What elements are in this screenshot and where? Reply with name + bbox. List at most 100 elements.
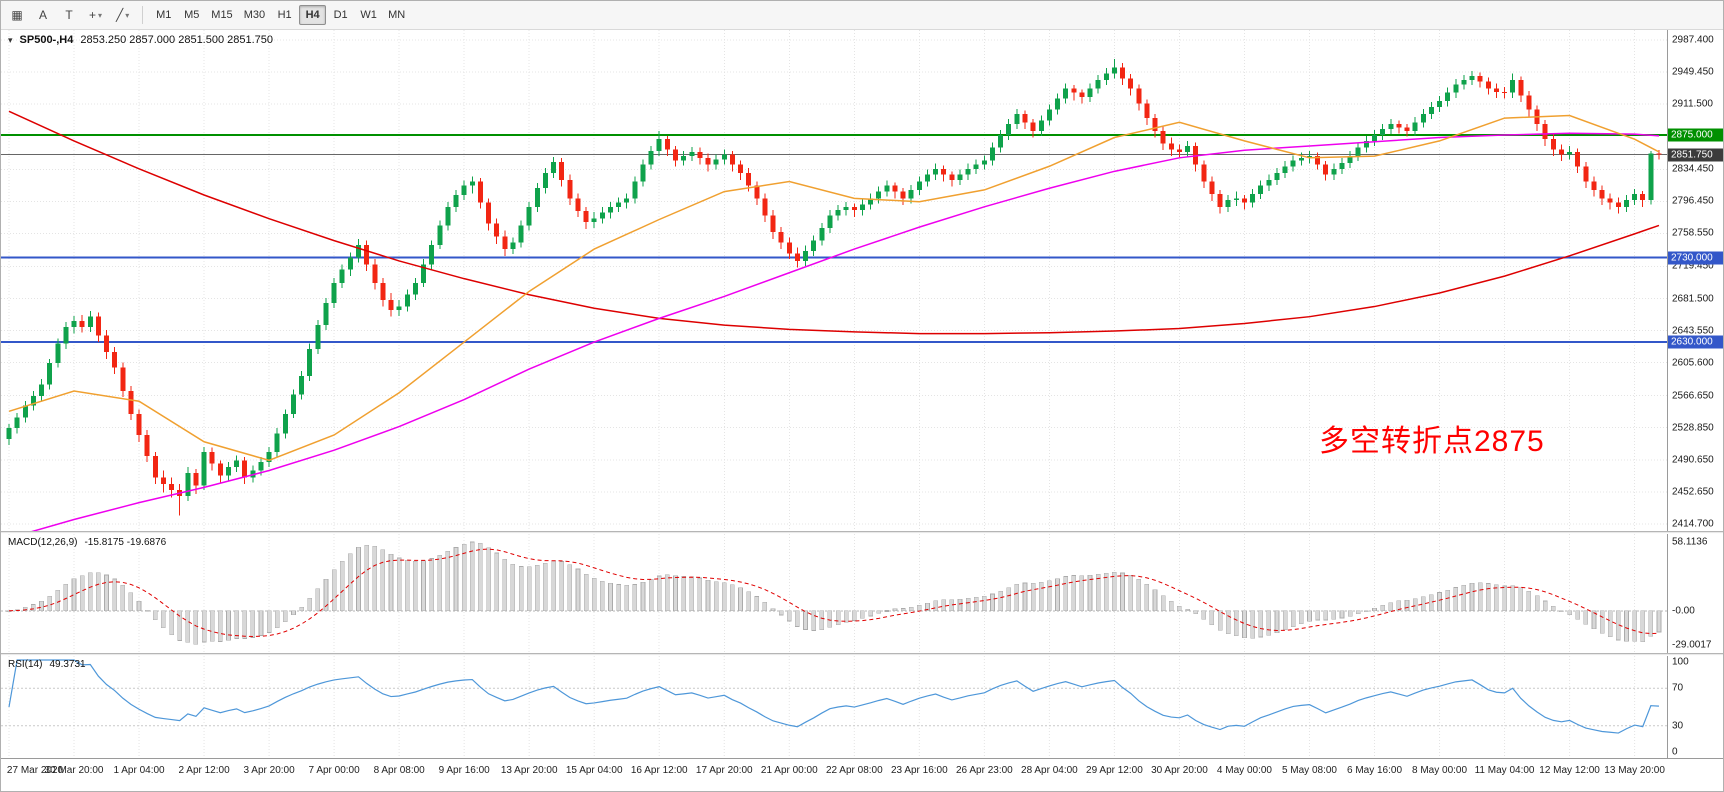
text-tool-button[interactable]: T	[57, 4, 81, 26]
panel-separator[interactable]	[1, 531, 1723, 534]
time-axis-label: 13 Apr 20:00	[500, 765, 558, 776]
time-axis-label: 5 May 08:00	[1281, 765, 1337, 776]
time-axis-label: 30 Apr 20:00	[1151, 765, 1208, 776]
time-axis-label: 9 Apr 16:00	[438, 765, 490, 776]
timeframe-button-d1[interactable]: D1	[327, 5, 354, 25]
timeframe-button-m30[interactable]: M30	[239, 5, 270, 25]
time-axis-label: 29 Apr 12:00	[1086, 765, 1143, 776]
price-axis-label: 2566.650	[1672, 390, 1714, 402]
symbol-dropdown-icon[interactable]: ▾	[8, 35, 13, 45]
price-axis-label: 2490.650	[1672, 454, 1714, 466]
main-chart-canvas[interactable]	[1, 30, 1667, 531]
toolbar-separator	[142, 6, 144, 24]
price-axis-label: 2758.550	[1672, 227, 1714, 239]
macd-axis-label: -29.0017	[1672, 639, 1712, 651]
timeframe-button-h1[interactable]: H1	[271, 5, 298, 25]
trend-annotation-text[interactable]: 多空转折点2875	[1319, 425, 1545, 458]
time-axis[interactable]: 27 Mar 2020 30 Mar 20:00 1 Apr 04:00 2 Apr …	[1, 758, 1723, 784]
rsi-canvas[interactable]	[1, 656, 1667, 758]
macd-axis-label: 58.1136	[1672, 536, 1708, 548]
timeframe-button-w1[interactable]: W1	[355, 5, 382, 25]
time-axis-label: 27 Mar 2020	[6, 765, 64, 776]
dropdown-caret-icon: ▾	[125, 10, 130, 20]
price-axis-label: 2949.450	[1672, 66, 1714, 78]
price-axis-label: 2414.700	[1672, 518, 1714, 530]
time-axis-label: 2 Apr 12:00	[178, 765, 230, 776]
price-axis-label: 2911.500	[1672, 98, 1713, 110]
timeframe-button-m15[interactable]: M15	[206, 5, 237, 25]
chart-window-button[interactable]: ▦	[5, 4, 29, 26]
macd-values: -15.8175 -19.6876	[84, 537, 167, 548]
symbol-label: SP500-,H4	[19, 34, 74, 46]
rsi-axis-label: 30	[1672, 720, 1684, 732]
time-axis-label: 4 May 00:00	[1216, 765, 1272, 776]
rsi-panel: 100 70 30 0 RSI(14) 49.3731	[1, 656, 1723, 758]
price-axis-label: 2719.450	[1672, 260, 1714, 272]
timeframe-button-m5[interactable]: M5	[178, 5, 205, 25]
time-axis-label: 21 Apr 00:00	[760, 765, 818, 776]
time-axis-label: 23 Apr 16:00	[890, 765, 948, 776]
price-axis-label: 2796.450	[1672, 195, 1714, 207]
time-axis-label: 3 Apr 20:00	[243, 765, 295, 776]
symbol-ohlc-label: ▾ SP500-,H4 2853.250 2857.000 2851.500 2…	[8, 34, 273, 46]
rsi-axis-label: 100	[1672, 656, 1689, 668]
rsi-values: 49.3731	[49, 659, 86, 670]
time-axis-label: 6 May 16:00	[1346, 765, 1403, 776]
macd-signal-line	[8, 548, 1660, 637]
dropdown-caret-icon: ▾	[98, 10, 103, 20]
macd-name: MACD(12,26,9)	[8, 537, 78, 548]
rsi-axis-label: 70	[1672, 682, 1684, 694]
price-axis[interactable]: 2987.400 2949.450 2911.500 2834.450 2796.450…	[1667, 30, 1723, 531]
time-axis-label: 28 Apr 04:00	[1021, 765, 1078, 776]
price-level-label: 2730.000	[1668, 251, 1723, 265]
price-axis-label: 2987.400	[1672, 34, 1714, 46]
time-axis-label: 7 Apr 00:00	[308, 765, 360, 776]
price-axis-label: 2834.450	[1672, 163, 1714, 175]
time-axis-label: 30 Mar 20:00	[44, 765, 104, 776]
rsi-line	[8, 659, 1660, 734]
macd-histogram	[6, 541, 1662, 645]
time-axis-label: 13 May 20:00	[1604, 765, 1665, 776]
annotation-tool-button[interactable]: A	[31, 4, 55, 26]
time-axis-label: 26 Apr 23:00	[956, 765, 1013, 776]
ma-mid-magenta-line	[31, 132, 1660, 531]
price-axis-label: 2681.500	[1672, 293, 1714, 305]
time-axis-label: 12 May 12:00	[1539, 765, 1600, 776]
macd-panel: 58.1136 -0.00 -29.0017 MACD(12,26,9) -15.8…	[1, 534, 1723, 653]
price-axis-label: 2528.850	[1672, 422, 1714, 434]
line-studies-button[interactable]: ╱ ▾	[110, 4, 135, 26]
price-level-label: 2630.000	[1668, 335, 1723, 349]
time-axis-label: 17 Apr 20:00	[695, 765, 753, 776]
time-axis-label: 15 Apr 04:00	[565, 765, 623, 776]
timeframe-toolbar: M1 M5 M15 M30 H1 H4 D1 W1 MN	[150, 5, 410, 25]
panel-separator[interactable]	[1, 653, 1723, 656]
price-axis-label: 2643.550	[1672, 325, 1714, 337]
price-axis-label: 2452.650	[1672, 486, 1714, 498]
time-axis-label: 11 May 04:00	[1474, 765, 1535, 776]
drawing-toolbar: ▦ A T + ▾ ╱ ▾	[5, 4, 135, 26]
price-axis-label: 2605.600	[1672, 357, 1714, 369]
timeframe-button-h4[interactable]: H4	[299, 5, 327, 25]
time-axis-label: 16 Apr 12:00	[630, 765, 688, 776]
macd-canvas[interactable]	[1, 534, 1667, 653]
rsi-name: RSI(14)	[8, 659, 43, 670]
timeframe-button-m1[interactable]: M1	[150, 5, 177, 25]
price-level-label: 2875.000	[1668, 128, 1723, 142]
timeframe-button-mn[interactable]: MN	[383, 5, 410, 25]
macd-axis-label: -0.00	[1672, 605, 1695, 617]
ohlc-values: 2853.250 2857.000 2851.500 2851.750	[80, 34, 274, 46]
time-axis-label: 8 Apr 08:00	[373, 765, 425, 776]
rsi-axis[interactable]: 100 70 30 0	[1667, 656, 1723, 758]
crosshair-tool-button[interactable]: + ▾	[83, 4, 108, 26]
macd-axis[interactable]: 58.1136 -0.00 -29.0017	[1667, 534, 1723, 653]
candlestick-series	[6, 58, 1662, 516]
time-axis-label: 8 May 00:00	[1411, 765, 1468, 776]
main-chart-panel: 2987.400 2949.450 2911.500 2834.450 2796.450…	[1, 30, 1723, 531]
time-axis-label: 22 Apr 08:00	[825, 765, 883, 776]
price-level-label: 2851.750	[1668, 148, 1723, 162]
macd-label: MACD(12,26,9) -15.8175 -19.6876	[8, 537, 166, 548]
rsi-label: RSI(14) 49.3731	[8, 659, 86, 670]
toolbar: ▦ A T + ▾ ╱ ▾ M1 M5 M15 M30 H1 H4 D1 W1 MN	[1, 1, 1723, 30]
ma-slow-red-line	[8, 110, 1660, 335]
